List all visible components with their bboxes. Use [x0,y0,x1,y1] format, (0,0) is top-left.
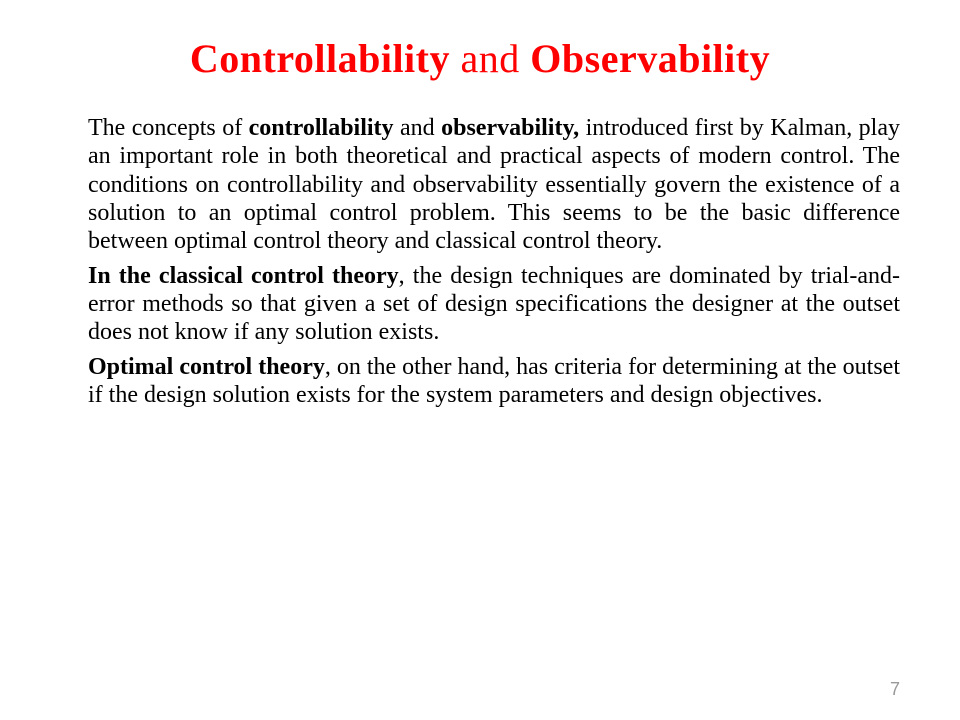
paragraph-1: The concepts of controllability and obse… [60,114,900,256]
slide-title: Controllability and Observability [60,35,900,82]
p1-bold-2: observability, [441,115,579,141]
title-word-1: Controllability [190,36,450,81]
p1-text-2: and [394,115,442,141]
p3-bold-1: Optimal control theory [88,354,325,380]
paragraph-3: Optimal control theory, on the other han… [60,353,900,410]
p1-bold-1: controllability [249,115,394,141]
paragraph-2: In the classical control theory, the des… [60,262,900,347]
page-number: 7 [890,679,900,700]
title-word-2: Observability [530,36,770,81]
p1-text-1: The concepts of [88,115,249,141]
title-conjunction: and [450,36,530,81]
p2-bold-1: In the classical control theory [88,263,399,289]
